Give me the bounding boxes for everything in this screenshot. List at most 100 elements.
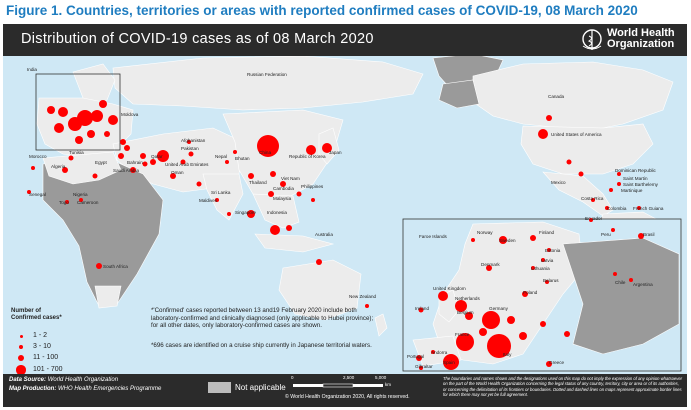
case-bubble <box>538 129 548 139</box>
case-bubble <box>486 265 492 271</box>
label-moldova: Moldova <box>121 112 139 117</box>
map-frame: India Russian Federation Canada United S… <box>3 24 687 407</box>
case-bubble <box>419 366 423 370</box>
case-bubble <box>91 110 103 122</box>
case-bubble <box>479 328 487 336</box>
label-sweden: Sweden <box>499 238 516 243</box>
label-south-africa: South Africa <box>103 264 128 269</box>
label-denmark: Denmark <box>481 262 500 267</box>
case-bubble <box>187 140 191 144</box>
legend-bubble <box>16 365 26 375</box>
case-bubble <box>487 334 511 358</box>
legend-title: Number of Confirmed cases* <box>11 308 62 321</box>
label-argentina: Argentina <box>633 282 653 287</box>
label-pakistan: Pakistan <box>181 146 199 151</box>
case-bubble <box>566 159 572 165</box>
case-bubble <box>96 263 102 269</box>
label-nepal: Nepal <box>215 154 227 159</box>
case-bubble <box>465 312 473 320</box>
label-latvia: Latvia <box>541 258 554 263</box>
case-bubble <box>92 173 98 179</box>
label-egypt: Egypt <box>95 160 107 165</box>
case-bubble <box>322 143 332 153</box>
label-australia: Australia <box>315 232 333 237</box>
map-production: WHO Health Emergencies Programme <box>58 386 162 392</box>
label-greece: Greece <box>549 360 565 365</box>
case-bubble <box>65 200 69 204</box>
case-bubble <box>47 106 55 114</box>
case-bubble <box>455 300 467 312</box>
label-finland: Finland <box>539 230 555 235</box>
scale-bar <box>293 383 383 388</box>
label-colombia: Colombia <box>607 206 627 211</box>
land-se-asia <box>252 193 300 229</box>
label-portugal: Portugal <box>407 354 424 359</box>
who-name: World Health Organization <box>607 27 675 50</box>
case-bubble <box>617 182 621 186</box>
note-cruise: *696 cases are identified on a cruise sh… <box>151 342 372 349</box>
label-cameroon: Cameroon <box>77 200 99 205</box>
case-bubble <box>530 235 536 241</box>
case-bubble <box>225 160 229 164</box>
case-bubble <box>365 304 369 308</box>
case-bubble <box>79 198 83 202</box>
label-italy: Italy <box>503 352 512 357</box>
label-costa-rica: Costa Rica <box>581 196 604 201</box>
label-bahrain: Bahrain <box>127 160 143 165</box>
label-belgium: Belgium <box>457 310 474 315</box>
case-bubble <box>438 291 448 301</box>
case-bubble <box>431 350 435 354</box>
land-mexico <box>542 171 614 217</box>
land-new-zealand <box>374 313 388 337</box>
case-bubble <box>564 331 570 337</box>
data-source: World Health Organization <box>47 377 119 383</box>
case-bubble <box>227 212 231 216</box>
label-mexico: Mexico <box>551 180 566 185</box>
label-ecuador: Ecuador <box>585 216 603 221</box>
map-production-line: Map Production: WHO Health Emergencies P… <box>9 386 162 392</box>
case-bubble <box>286 225 292 231</box>
label-afghanistan: Afghanistan <box>181 138 206 143</box>
land-south-africa <box>94 285 122 309</box>
case-bubble <box>456 333 474 351</box>
case-bubble <box>611 228 615 232</box>
case-bubble <box>68 117 82 131</box>
scale-tick-2: 5,000 <box>375 375 387 380</box>
label-indonesia: Indonesia <box>267 210 287 215</box>
world-map: India Russian Federation Canada United S… <box>27 53 682 372</box>
case-bubble <box>578 171 584 177</box>
case-bubble <box>617 172 621 176</box>
label-belarus: Belarus <box>543 278 559 283</box>
label-spain: Spain <box>443 360 455 365</box>
label-ireland: Ireland <box>415 306 429 311</box>
label-malaysia: Malaysia <box>273 196 292 201</box>
label-singapore: Singapore <box>235 210 256 215</box>
case-bubble <box>196 181 202 187</box>
label-gibraltar: Gibraltar <box>415 364 433 369</box>
case-bubble <box>247 210 255 218</box>
case-bubble <box>546 115 552 121</box>
label-tunisia: Tunisia <box>69 150 84 155</box>
case-bubble <box>130 167 136 173</box>
legend-label: 101 - 700 <box>33 366 63 373</box>
case-bubble <box>545 280 549 284</box>
case-bubble <box>531 266 535 270</box>
case-bubble <box>233 150 237 154</box>
case-bubble <box>296 191 302 197</box>
country-labels: India Russian Federation Canada United S… <box>27 67 664 299</box>
case-bubble <box>507 316 515 324</box>
case-bubble <box>605 206 609 210</box>
land-india <box>202 173 244 221</box>
case-bubble <box>188 151 194 157</box>
label-peru: Peru <box>601 232 611 237</box>
case-bubble <box>150 159 156 165</box>
case-bubble <box>257 135 279 157</box>
label-algeria: Algeria <box>51 164 66 169</box>
label-germany: Germany <box>489 306 509 311</box>
data-source-label: Data Source <box>9 377 45 383</box>
label-chile: Chile <box>615 280 626 285</box>
who-emblem-icon <box>582 29 602 50</box>
land-russia <box>112 55 424 111</box>
land-australia <box>278 259 362 321</box>
case-bubble <box>140 153 146 159</box>
